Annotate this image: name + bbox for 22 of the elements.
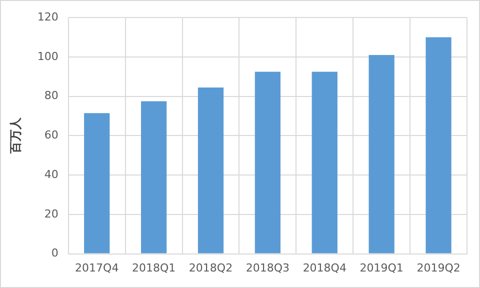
y-tick-label: 120 <box>37 10 58 24</box>
bar <box>368 55 394 254</box>
y-tick-label: 40 <box>44 168 58 181</box>
x-tick-label: 2017Q4 <box>75 261 119 274</box>
y-axis-title: 百万人 <box>8 116 22 155</box>
bar <box>141 101 167 254</box>
x-tick-label: 2019Q2 <box>416 261 460 274</box>
y-tick-label: 0 <box>51 246 58 260</box>
y-tick-label: 100 <box>37 50 58 63</box>
bar <box>254 72 281 254</box>
x-tick-label: 2018Q2 <box>188 261 233 274</box>
y-tick-label: 60 <box>44 128 58 142</box>
x-tick-label: 2018Q1 <box>132 261 176 274</box>
x-tick-label: 2018Q3 <box>246 261 290 274</box>
y-tick-label: 80 <box>44 89 58 102</box>
bar <box>84 113 110 254</box>
bar <box>426 37 452 254</box>
x-tick-label: 2019Q1 <box>360 261 404 274</box>
y-tick-label: 20 <box>44 207 58 220</box>
x-tick-label: 2018Q4 <box>302 261 346 274</box>
bar <box>198 87 224 254</box>
bar <box>312 72 338 254</box>
